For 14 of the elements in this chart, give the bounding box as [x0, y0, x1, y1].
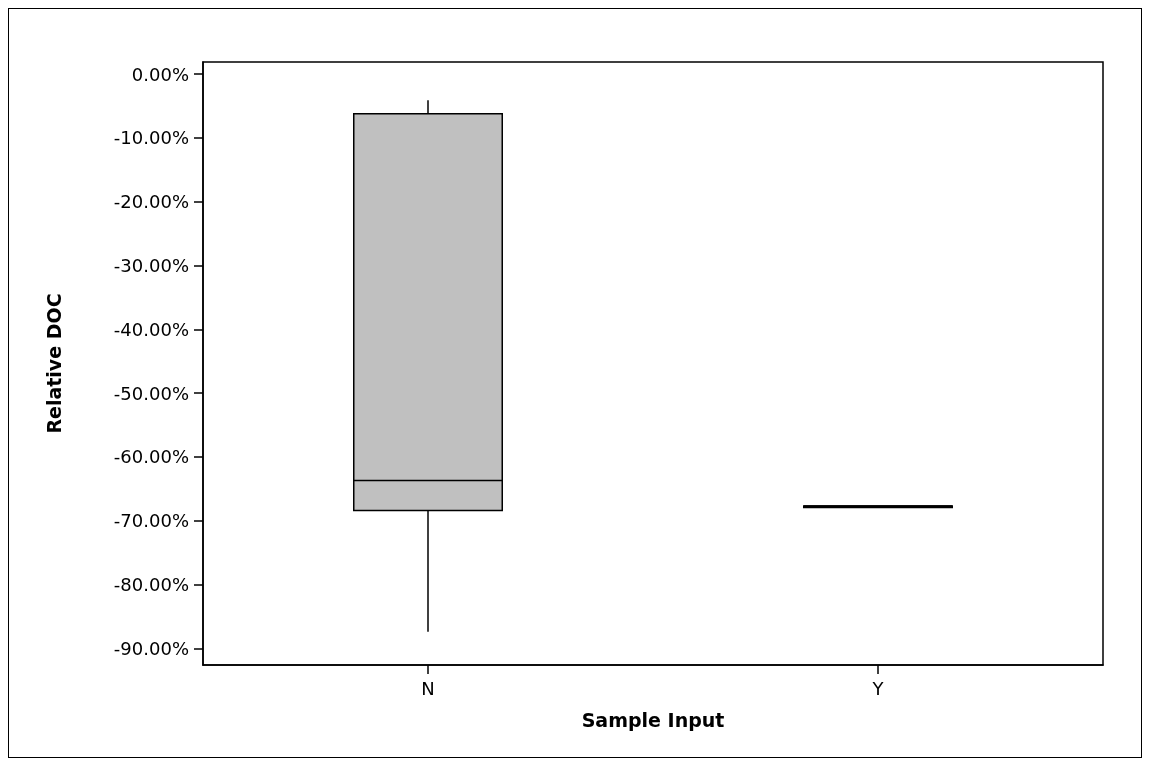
y-tick-label: -20.00% — [113, 191, 189, 213]
y-tick-label: -50.00% — [113, 382, 189, 404]
y-tick-label: -30.00% — [113, 255, 189, 277]
x-tick-label: N — [421, 677, 435, 699]
y-tick-label: -90.00% — [113, 637, 189, 659]
x-tick-label: Y — [871, 677, 885, 699]
y-tick-label: -40.00% — [113, 318, 189, 340]
y-tick-label: 0.00% — [131, 63, 189, 85]
y-axis-title: Relative DOC — [42, 293, 65, 434]
y-tick-label: -80.00% — [113, 574, 189, 596]
y-tick-label: -10.00% — [113, 127, 189, 149]
y-tick-label: -70.00% — [113, 510, 189, 532]
x-axis-title: Sample Input — [581, 708, 725, 731]
y-tick-label: -60.00% — [113, 446, 189, 468]
